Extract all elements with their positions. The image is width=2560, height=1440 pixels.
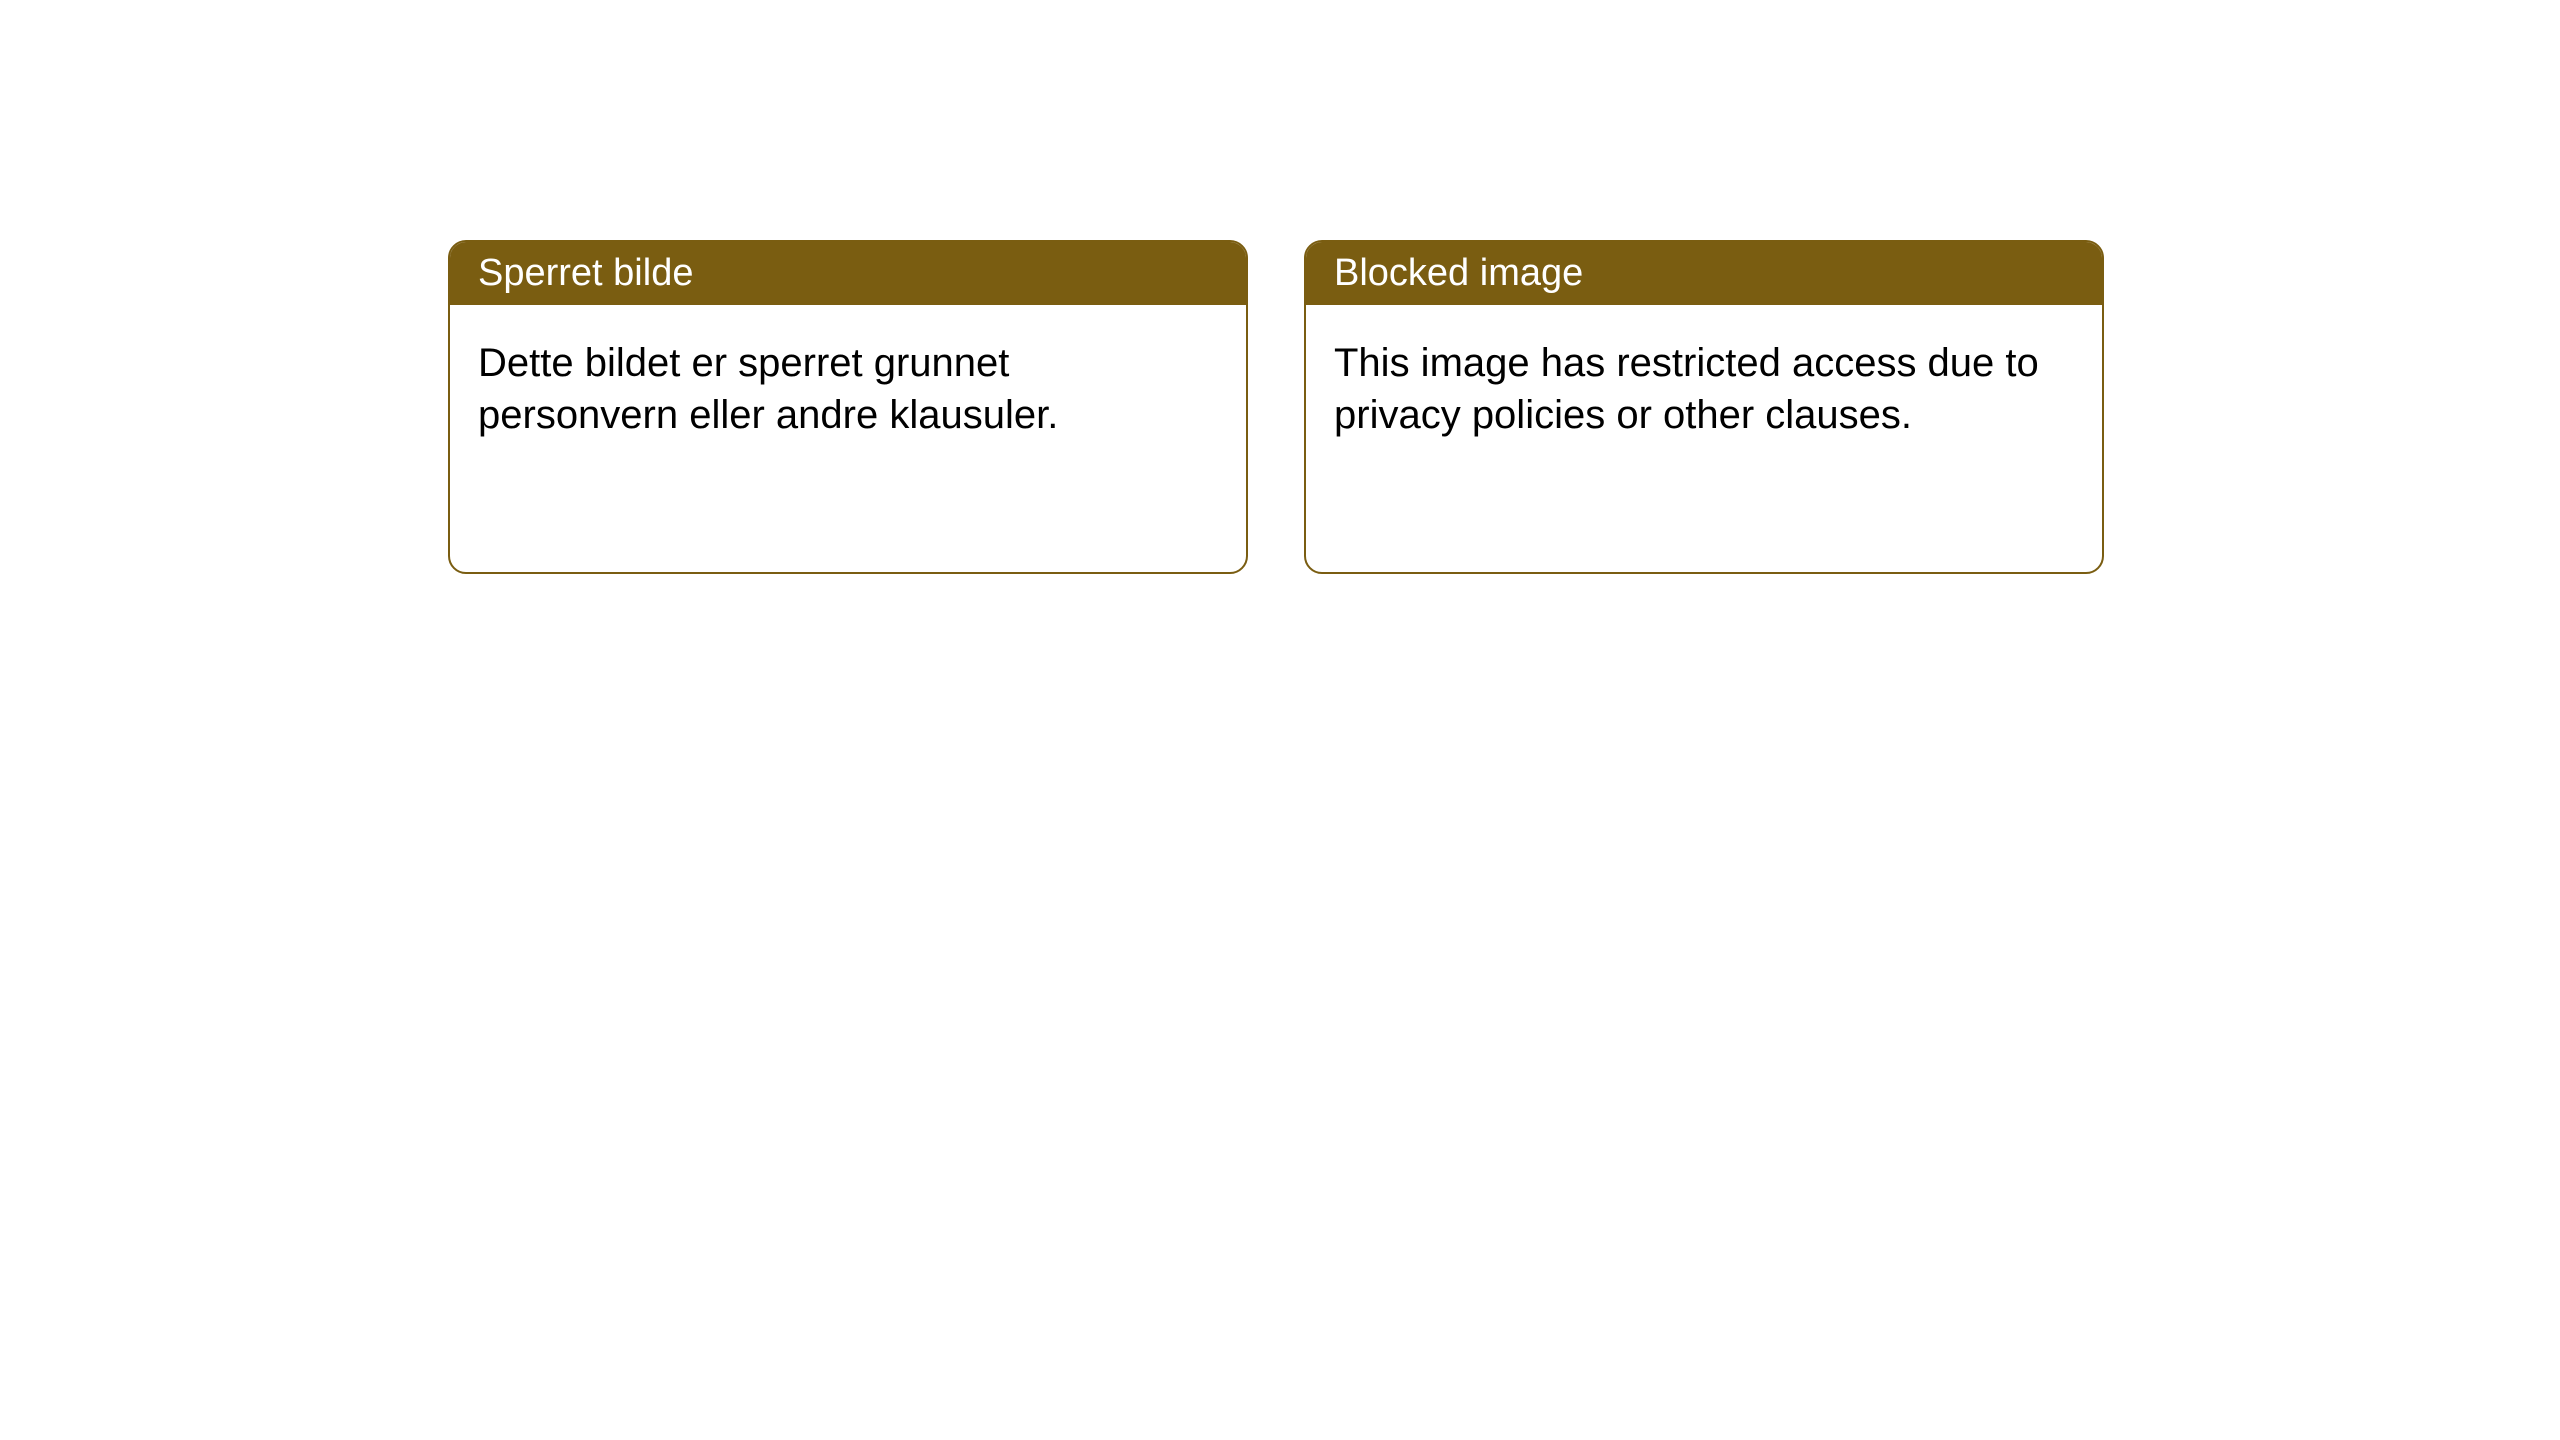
- notice-title-english: Blocked image: [1306, 242, 2102, 305]
- notice-body-norwegian: Dette bildet er sperret grunnet personve…: [450, 305, 1246, 473]
- notice-body-english: This image has restricted access due to …: [1306, 305, 2102, 473]
- notice-container: Sperret bilde Dette bildet er sperret gr…: [0, 0, 2560, 574]
- notice-card-english: Blocked image This image has restricted …: [1304, 240, 2104, 574]
- notice-card-norwegian: Sperret bilde Dette bildet er sperret gr…: [448, 240, 1248, 574]
- notice-title-norwegian: Sperret bilde: [450, 242, 1246, 305]
